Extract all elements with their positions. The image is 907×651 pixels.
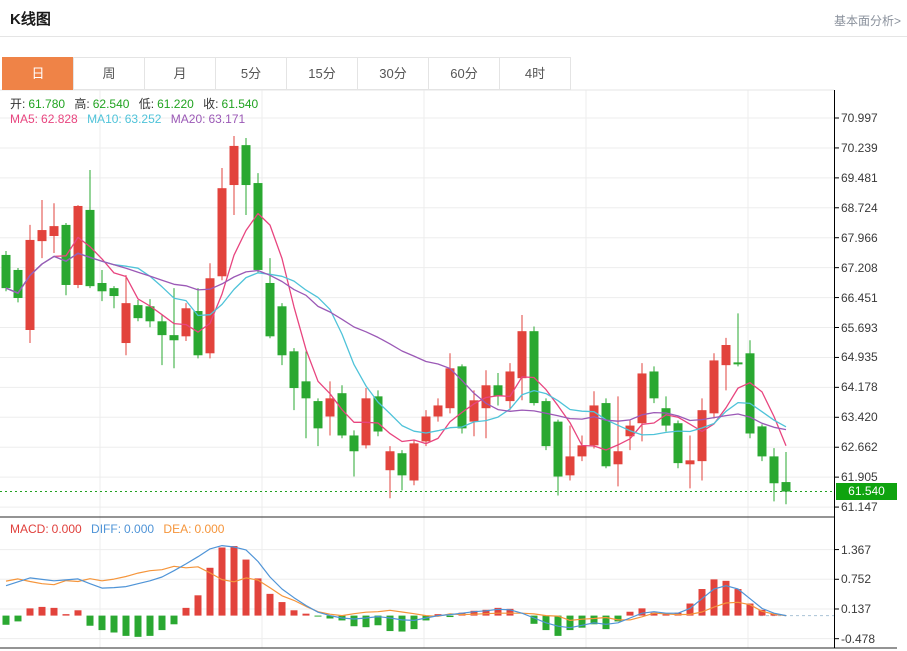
price-axis-label: 64.178 <box>841 380 878 395</box>
macd-row: MACD: 0.000 DIFF: 0.000 DEA: 0.000 <box>10 522 230 536</box>
dea-value: 0.000 <box>194 522 225 536</box>
tab-4时[interactable]: 4时 <box>499 57 571 90</box>
ma-row: MA5: 62.828 MA10: 63.252 MA20: 63.171 <box>10 112 251 126</box>
price-axis-label: 61.905 <box>841 470 878 485</box>
price-axis-label: 65.693 <box>841 320 878 335</box>
ma10-label: MA10: <box>87 112 122 126</box>
tab-日[interactable]: 日 <box>2 57 74 90</box>
tab-月[interactable]: 月 <box>144 57 216 90</box>
price-axis-label: 62.662 <box>841 440 878 455</box>
price-axis-label: 70.239 <box>841 140 878 155</box>
price-axis-label: 61.147 <box>841 500 878 515</box>
ma5-value: 62.828 <box>41 112 78 126</box>
macd-axis-label: 1.367 <box>841 542 872 557</box>
open-label: 开: <box>10 97 26 111</box>
tab-30分[interactable]: 30分 <box>357 57 429 90</box>
price-axis-label: 67.208 <box>841 260 878 275</box>
tab-周[interactable]: 周 <box>73 57 145 90</box>
header-divider <box>0 36 907 37</box>
close-label: 收: <box>203 97 219 111</box>
tab-60分[interactable]: 60分 <box>428 57 500 90</box>
page-title: K线图 <box>10 11 51 28</box>
high-label: 高: <box>74 97 90 111</box>
current-price-badge: 61.540 <box>836 483 897 501</box>
ma20-label: MA20: <box>170 112 206 126</box>
ma5-label: MA5: <box>10 112 39 126</box>
diff-label: DIFF: <box>91 522 122 536</box>
macd-axis-label: 0.752 <box>841 572 872 587</box>
tab-15分[interactable]: 15分 <box>286 57 358 90</box>
macd-axis-label: 0.137 <box>841 601 872 616</box>
close-value: 61.540 <box>221 97 259 111</box>
price-axis-label: 66.451 <box>841 290 878 305</box>
high-value: 62.540 <box>92 97 130 111</box>
low-label: 低: <box>138 97 155 111</box>
price-axis-label: 64.935 <box>841 350 878 365</box>
price-axis-label: 70.997 <box>841 111 878 125</box>
dea-label: DEA: <box>163 522 192 536</box>
open-value: 61.780 <box>28 97 66 111</box>
price-axis-label: 68.724 <box>841 200 878 215</box>
macd-label: MACD: <box>10 522 49 536</box>
price-axis-label: 67.966 <box>841 230 878 245</box>
diff-value: 0.000 <box>124 522 155 536</box>
macd-axis-label: -0.478 <box>841 631 876 646</box>
macd-value: 0.000 <box>51 522 82 536</box>
ma10-value: 63.252 <box>124 112 162 126</box>
interval-tab-bar: 日周月 5分 15分 30分 60分 4时 <box>2 57 571 90</box>
low-value: 61.220 <box>157 97 194 111</box>
ma20-value: 63.171 <box>208 112 246 126</box>
price-axis-label: 69.481 <box>841 170 878 185</box>
tab-5分[interactable]: 5分 <box>215 57 287 90</box>
price-axis-label: 63.420 <box>841 410 878 425</box>
ohlc-row: 开: 61.780 高: 62.540 低: 61.220 收: 61.540 <box>10 95 264 112</box>
fundamental-analysis-link[interactable]: 基本面分析> <box>833 14 901 28</box>
